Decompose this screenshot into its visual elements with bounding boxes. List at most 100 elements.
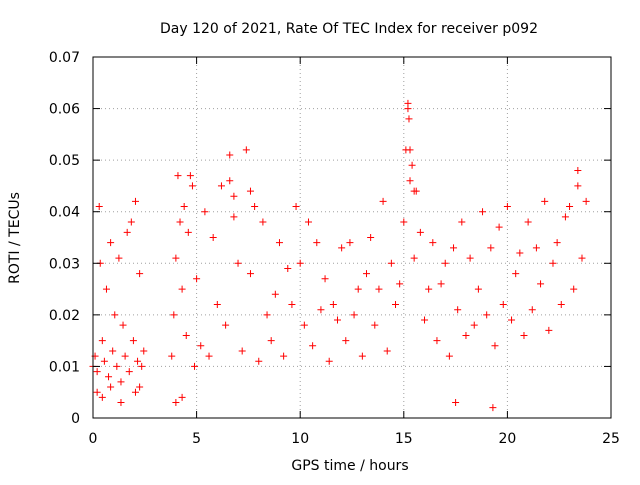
- data-point: [346, 239, 354, 247]
- data-point: [125, 368, 133, 376]
- data-point: [280, 352, 288, 360]
- data-point: [367, 234, 375, 241]
- data-point: [188, 182, 196, 190]
- data-point: [466, 254, 474, 262]
- data-point: [107, 383, 115, 391]
- x-tick-label: 25: [602, 431, 620, 447]
- data-point: [433, 337, 441, 345]
- data-point: [462, 331, 470, 339]
- data-point: [129, 337, 137, 345]
- y-tick-labels: 0 0.01 0.02 0.03 0.04 0.05 0.06 0.07: [49, 50, 80, 427]
- data-point: [136, 383, 144, 391]
- data-point: [115, 254, 123, 262]
- x-tick-label: 15: [395, 431, 413, 447]
- data-point: [406, 177, 414, 185]
- data-point: [304, 218, 312, 226]
- data-point: [425, 285, 433, 293]
- data-point: [226, 177, 234, 185]
- x-axis-label: GPS time / hours: [291, 458, 408, 474]
- data-point: [582, 197, 590, 205]
- x-tick-label: 5: [192, 431, 201, 447]
- data-point: [184, 228, 192, 236]
- data-point: [98, 337, 106, 345]
- data-point: [549, 259, 557, 267]
- y-tick-label: 0.04: [49, 205, 80, 221]
- data-point: [284, 264, 292, 272]
- data-point: [242, 146, 250, 154]
- data-point: [429, 239, 437, 247]
- y-tick-label: 0.02: [49, 308, 80, 324]
- data-point: [338, 244, 346, 252]
- data-point: [452, 399, 460, 407]
- data-point: [350, 311, 358, 319]
- data-point: [230, 192, 238, 200]
- data-point: [333, 316, 341, 324]
- data-point: [136, 270, 144, 278]
- data-point: [437, 280, 445, 288]
- data-point: [450, 244, 458, 252]
- data-point: [172, 254, 180, 262]
- data-point: [354, 285, 362, 293]
- data-point: [524, 218, 532, 226]
- data-point: [470, 321, 478, 329]
- data-point: [570, 285, 578, 293]
- data-point: [410, 187, 418, 195]
- axis-ticks: [92, 56, 612, 419]
- data-point: [561, 213, 569, 221]
- data-point: [503, 203, 511, 211]
- data-point: [109, 347, 117, 355]
- data-point: [123, 228, 131, 236]
- data-point: [508, 316, 516, 324]
- data-point: [100, 357, 108, 365]
- data-point: [553, 239, 561, 247]
- y-tick-label: 0.06: [49, 102, 80, 118]
- data-point: [234, 259, 242, 267]
- data-point: [296, 259, 304, 267]
- data-point: [317, 306, 325, 314]
- data-point: [309, 342, 317, 350]
- y-tick-label: 0.01: [49, 359, 80, 375]
- data-point: [251, 203, 259, 211]
- data-point: [170, 311, 178, 319]
- y-tick-label: 0: [71, 411, 80, 427]
- data-point: [421, 316, 429, 324]
- data-point: [178, 393, 186, 401]
- y-axis-label: ROTI / TECUs: [7, 192, 23, 284]
- data-point: [213, 301, 221, 309]
- data-point: [512, 270, 520, 278]
- x-tick-label: 10: [291, 431, 309, 447]
- plot-frame: [92, 56, 612, 419]
- data-point: [102, 285, 110, 293]
- data-point: [238, 347, 246, 355]
- data-point: [107, 239, 115, 247]
- data-point: [95, 203, 103, 211]
- data-point: [491, 342, 499, 350]
- data-point: [545, 326, 553, 334]
- x-tick-label: 20: [498, 431, 516, 447]
- y-tick-label: 0.07: [49, 50, 80, 66]
- data-point: [172, 399, 180, 407]
- data-point: [379, 197, 387, 205]
- x-tick-labels: 0 5 10 15 20 25: [89, 431, 620, 447]
- data-point: [288, 301, 296, 309]
- data-point: [93, 388, 101, 396]
- data-point: [197, 342, 205, 350]
- data-point: [134, 357, 142, 365]
- grid-lines: [93, 57, 611, 418]
- y-tick-label: 0.03: [49, 256, 80, 272]
- data-point: [566, 203, 574, 211]
- data-point: [479, 208, 487, 216]
- data-point: [259, 218, 267, 226]
- data-point: [383, 347, 391, 355]
- data-point: [441, 259, 449, 267]
- data-point: [201, 208, 209, 216]
- data-point: [371, 321, 379, 329]
- data-point: [93, 368, 101, 376]
- data-point: [205, 352, 213, 360]
- data-point: [186, 172, 194, 180]
- data-point: [489, 404, 497, 412]
- data-point: [578, 254, 586, 262]
- data-point: [271, 290, 279, 298]
